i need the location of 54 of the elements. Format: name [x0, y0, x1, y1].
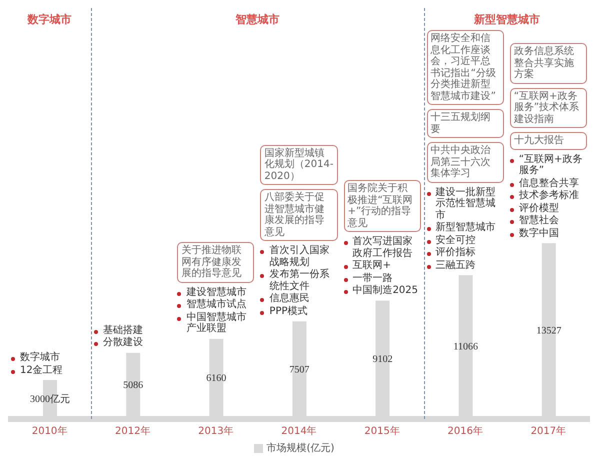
annotation: 数字城市 [20, 352, 60, 364]
data-label: 9102 [372, 354, 393, 366]
data-label: 11066 [453, 341, 478, 352]
annotation: 基础搭建 [103, 324, 144, 336]
annotation: 建设智慧城市 [186, 286, 246, 298]
text: 智慧社会 [518, 215, 559, 227]
annotation: 关于推进物联网有序健康发展的指导意见 [177, 242, 254, 283]
annotation: 发布第一份系统性文件 [269, 269, 330, 292]
text: “互联网+政务服务”技术体系建设指南 [510, 88, 587, 128]
annotation: 评价指标 [436, 247, 476, 259]
annotation: 智慧城市试点 [186, 299, 246, 311]
data-label: 6160 [206, 373, 226, 384]
text: 技术参考标准 [518, 190, 579, 202]
text: 信息整合共享 [518, 178, 579, 190]
x-tick-label: 2010年 [32, 425, 68, 438]
data-label: 7507 [289, 364, 310, 376]
text: 数字中国 [518, 228, 559, 240]
x-tick-label: 2013年 [198, 425, 234, 438]
text: 智慧城市 [234, 12, 280, 27]
text: 政务信息系统整合共享实施方案 [510, 43, 587, 84]
annotation: 首次写进国家政府工作报告 [352, 236, 414, 260]
text: 网络安全和信息化工作座谈会，习近平总书记指出“分级分类推进新型智慧城市建设” [426, 30, 504, 106]
text: 新型智慧城市 [472, 12, 541, 27]
annotation: 分散建设 [103, 337, 144, 349]
text: 八部委关于促进智慧城市健康发展的指导意见 [260, 189, 338, 242]
x-tick-label: 2015年 [364, 425, 400, 438]
text: 建设一批新型示范性智慧城市 [436, 186, 497, 222]
x-tick-label: 2017年 [530, 425, 566, 438]
x-tick-label: 2012年 [114, 425, 150, 438]
data-label: 3000亿元 [30, 394, 70, 405]
annotation: PPP模式 [269, 306, 308, 318]
text: 新型智慧城市 [436, 222, 496, 234]
annotation: 三融五跨 [436, 260, 476, 272]
legend-label: 市场规模(亿元) [266, 443, 334, 454]
text: 数字城市 [26, 12, 73, 27]
annotation: 12金工程 [20, 364, 63, 376]
annotation: 中国智慧城市产业联盟 [186, 312, 248, 335]
data-label: 5086 [123, 380, 144, 392]
text: 评价模型 [518, 202, 559, 214]
text: 十三五规划纲要 [426, 109, 504, 138]
annotation: 首次引入国家战略规划 [269, 245, 330, 268]
x-tick-label: 2016年 [448, 425, 484, 438]
text: 国务院关于积极推进“互联网+”行动的指导意见 [344, 180, 421, 232]
x-tick-label: 2014年 [281, 425, 317, 438]
annotation: 一带一路 [352, 272, 393, 284]
annotation: 信息惠民 [269, 293, 310, 305]
annotation: 互联网+ [352, 260, 391, 272]
text: 中共中央政治局第三十六次集体学习 [426, 142, 504, 183]
text: 十九大报告 [510, 132, 587, 150]
annotation: 安全可控 [436, 234, 476, 246]
text: 国家新型城镇化规划（2014-2020） [260, 144, 338, 186]
text: “互联网+政务服务” [518, 154, 584, 177]
data-label: 13527 [536, 325, 562, 336]
annotation: 中国制造2025 [352, 285, 418, 297]
